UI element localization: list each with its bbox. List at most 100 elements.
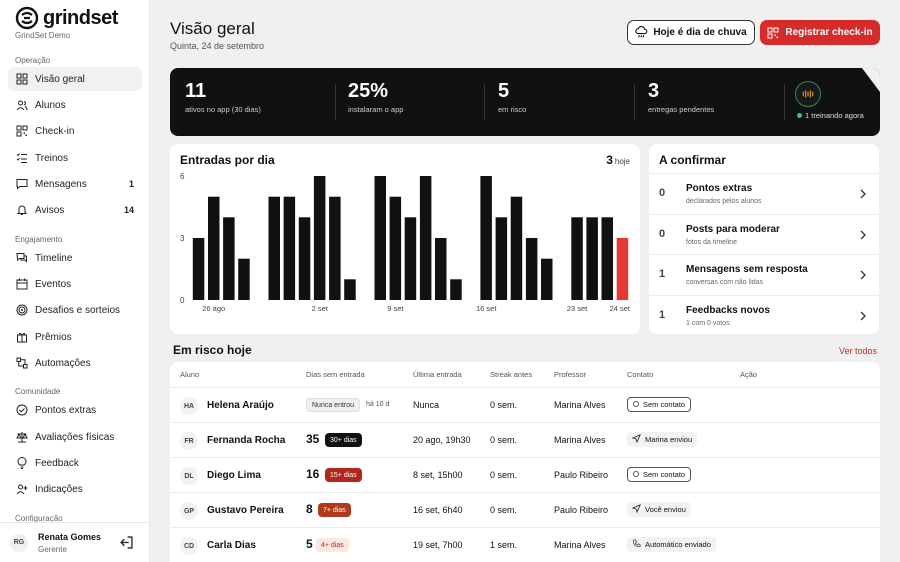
chevron-right-icon bbox=[860, 311, 866, 321]
last-entry: Nunca bbox=[413, 400, 440, 410]
sidebar-item-automacoes[interactable]: Automações bbox=[8, 351, 142, 375]
sidebar-item-premios[interactable]: Prêmios bbox=[8, 325, 142, 349]
confirm-item-title: Feedbacks novos bbox=[686, 305, 770, 316]
circle-icon bbox=[633, 470, 639, 479]
chart-bar bbox=[586, 217, 598, 300]
grid-icon bbox=[16, 73, 28, 85]
table-row[interactable]: FR Fernanda Rocha 35 30+ dias 20 ago, 19h30 0… bbox=[170, 422, 880, 457]
sidebar-item-feedback[interactable]: Feedback bbox=[8, 451, 142, 475]
contact-label: Marina enviou bbox=[645, 435, 693, 444]
table-row[interactable]: CD Carla Dias 5 4+ dias 19 set, 7h00 1 sem. Ma… bbox=[170, 527, 880, 562]
automation-icon bbox=[16, 357, 28, 369]
x-tick-label: 16 set bbox=[476, 304, 497, 313]
streak-before: 0 sem. bbox=[490, 435, 518, 445]
sidebar-item-eventos[interactable]: Eventos bbox=[8, 272, 142, 296]
chevron-right-icon bbox=[860, 189, 866, 199]
logout-icon[interactable] bbox=[120, 536, 133, 549]
chart-bar bbox=[389, 196, 402, 300]
avatar: CD bbox=[180, 537, 198, 555]
col-professor: Professor bbox=[554, 370, 587, 379]
qr-icon bbox=[767, 27, 779, 38]
sidebar-item-avaliacoes[interactable]: Avaliações físicas bbox=[8, 425, 142, 449]
see-all-link[interactable]: Ver todos bbox=[839, 346, 878, 356]
confirm-item-sub: 1 com 0 votos bbox=[686, 320, 730, 327]
confirm-item-mensagens[interactable]: 1 Mensagens sem resposta conversas com n… bbox=[649, 254, 879, 294]
confirm-item-sub: conversas com não lidas bbox=[686, 279, 764, 286]
sidebar-item-label: Treinos bbox=[35, 152, 68, 164]
student-name[interactable]: Gustavo Pereira bbox=[207, 505, 284, 516]
chart-bar bbox=[374, 176, 386, 300]
chart-bar bbox=[238, 258, 250, 300]
brand-subtitle: GrindSet Demo bbox=[15, 31, 71, 40]
contact-label: Você enviou bbox=[645, 505, 686, 514]
user-name: Renata Gomes bbox=[38, 532, 102, 542]
live-training: 1 treinando agora bbox=[797, 111, 864, 120]
user-plus-icon bbox=[16, 484, 28, 495]
sidebar-item-timeline[interactable]: Timeline bbox=[8, 246, 142, 270]
register-checkin-button[interactable]: Registrar check-in bbox=[760, 20, 880, 45]
chevron-right-icon bbox=[860, 230, 866, 240]
corner-cut bbox=[862, 68, 880, 92]
sidebar-item-check-in[interactable]: Check-in bbox=[8, 119, 142, 143]
sidebar-item-avisos[interactable]: Avisos 14 bbox=[8, 198, 142, 222]
sidebar-item-label: Check-in bbox=[35, 125, 75, 137]
sidebar-item-label: Pontos extras bbox=[35, 404, 97, 416]
student-name[interactable]: Fernanda Rocha bbox=[207, 435, 286, 446]
confirm-item-title: Pontos extras bbox=[686, 183, 753, 194]
stat-label: em risco bbox=[498, 105, 527, 114]
sidebar-item-label: Prêmios bbox=[35, 331, 72, 343]
table-row[interactable]: HA Helena Araújo Nunca entrou há 10 d Nunca 0… bbox=[170, 387, 880, 422]
circle-icon bbox=[633, 400, 639, 409]
chart-bar bbox=[510, 196, 523, 300]
student-name[interactable]: Carla Dias bbox=[207, 540, 256, 551]
user-profile[interactable]: RG Renata Gomes Gerente bbox=[0, 522, 150, 562]
sidebar-item-label: Desafios e sorteios bbox=[35, 304, 121, 316]
rain-day-button[interactable]: Hoje é dia de chuva bbox=[627, 20, 755, 45]
contact-status[interactable]: Marina enviou bbox=[627, 432, 698, 447]
confirm-item-sub: declarados pelos alunos bbox=[686, 198, 762, 205]
live-dot-icon bbox=[797, 113, 802, 118]
scale-icon bbox=[16, 432, 28, 443]
chart-bar bbox=[601, 217, 613, 300]
sidebar-item-treinos[interactable]: Treinos bbox=[8, 146, 142, 170]
x-tick-label: 9 set bbox=[387, 304, 404, 313]
confirm-item-feedbacks[interactable]: 1 Feedbacks novos 1 com 0 votos bbox=[649, 295, 879, 335]
x-tick-label: 2 set bbox=[312, 304, 329, 313]
risk-table: Aluno Dias sem entrada Última entrada St… bbox=[170, 362, 880, 562]
contact-status[interactable]: Você enviou bbox=[627, 502, 691, 517]
teacher-name: Marina Alves bbox=[554, 435, 606, 445]
sidebar-item-desafios[interactable]: Desafios e sorteios bbox=[8, 298, 142, 322]
avatar: FR bbox=[180, 432, 198, 450]
table-row[interactable]: DL Diego Lima 16 15+ dias 8 set, 15h00 0 sem.… bbox=[170, 457, 880, 492]
page-date: Quinta, 24 de setembro bbox=[170, 41, 265, 51]
contact-status[interactable]: Automático enviado bbox=[627, 537, 716, 552]
chart-today: 3 hoje bbox=[606, 153, 630, 167]
chart-bar bbox=[495, 217, 508, 300]
user-role: Gerente bbox=[38, 545, 67, 554]
sidebar-item-visao-geral[interactable]: Visão geral bbox=[8, 67, 142, 91]
chart-bar bbox=[329, 196, 341, 300]
brand-logo[interactable]: grindset bbox=[15, 6, 118, 30]
divider bbox=[335, 84, 336, 120]
sidebar-item-alunos[interactable]: Alunos bbox=[8, 93, 142, 117]
table-row[interactable]: GP Gustavo Pereira 8 7+ dias 16 set, 6h40 0 s… bbox=[170, 492, 880, 527]
confirm-count: 0 bbox=[659, 228, 666, 240]
sidebar-item-pontos-extras[interactable]: Pontos extras bbox=[8, 398, 142, 422]
sidebar-item-indicacoes[interactable]: Indicações bbox=[8, 477, 142, 501]
days-without-entry: 5 bbox=[306, 537, 313, 551]
phone-icon bbox=[632, 539, 641, 550]
avatar: DL bbox=[180, 467, 198, 485]
confirm-item-title: Posts para moderar bbox=[686, 224, 780, 235]
student-name[interactable]: Diego Lima bbox=[207, 470, 261, 481]
student-name[interactable]: Helena Araújo bbox=[207, 400, 274, 411]
chart-bar bbox=[419, 176, 432, 300]
contact-status[interactable]: Sem contato bbox=[627, 467, 692, 482]
chat-icon bbox=[16, 253, 27, 263]
chart-bar bbox=[283, 196, 296, 300]
avatar: HA bbox=[180, 397, 198, 415]
confirm-item-pontos-extras[interactable]: 0 Pontos extras declarados pelos alunos bbox=[649, 173, 879, 213]
sidebar-item-mensagens[interactable]: Mensagens 1 bbox=[8, 172, 142, 196]
stat-label: ativos no app (30 dias) bbox=[185, 105, 261, 114]
confirm-item-posts[interactable]: 0 Posts para moderar fotos da timeline bbox=[649, 214, 879, 254]
contact-status[interactable]: Sem contato bbox=[627, 397, 692, 412]
